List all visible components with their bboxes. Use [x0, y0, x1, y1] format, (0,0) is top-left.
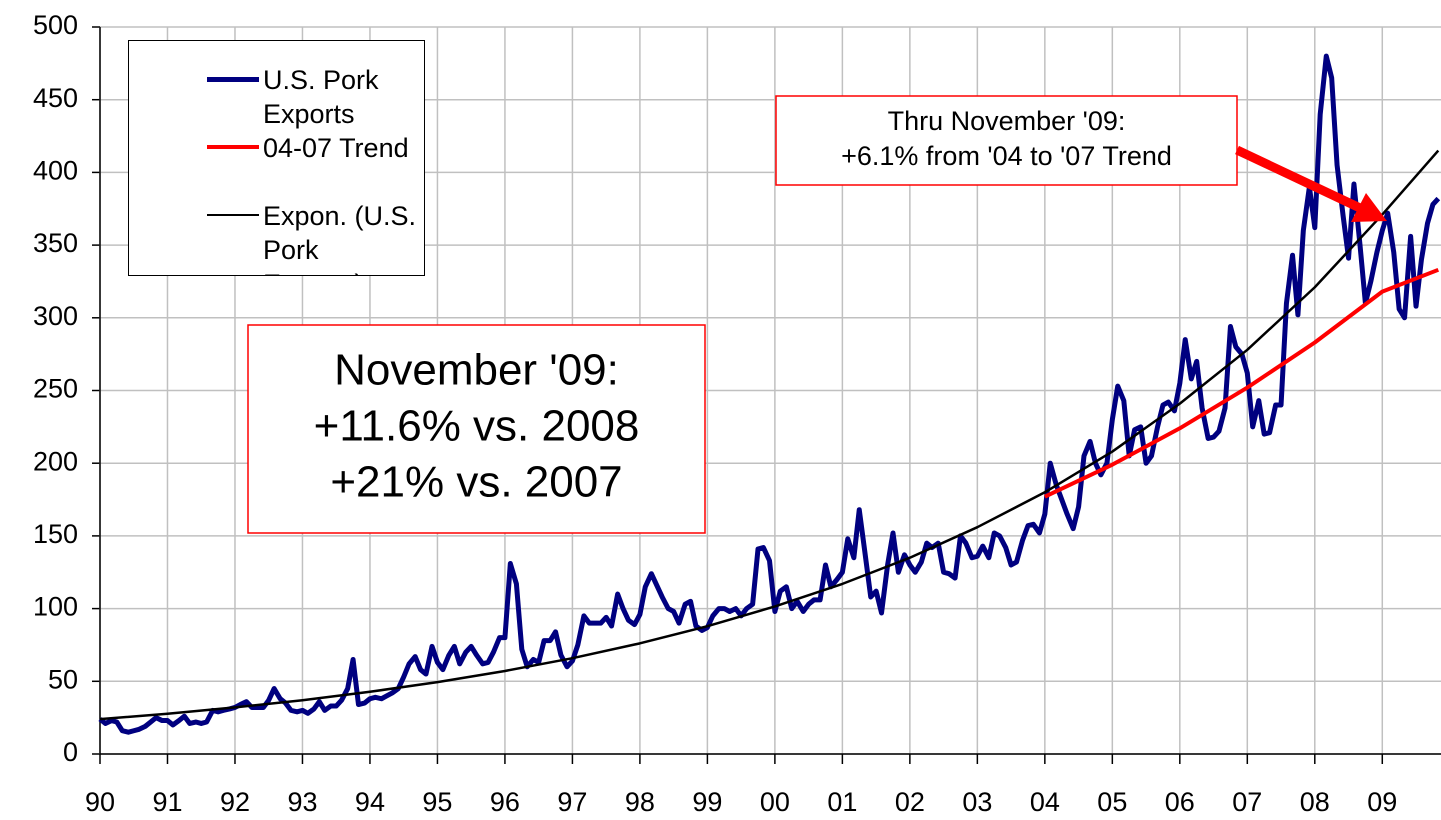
y-tick-label: 350 — [33, 228, 78, 258]
x-tick-label: 07 — [1232, 787, 1262, 817]
y-tick-label: 400 — [33, 156, 78, 186]
x-tick-label: 04 — [1030, 787, 1060, 817]
x-tick-label: 01 — [827, 787, 857, 817]
legend-entry: 04-07 Trend — [129, 131, 424, 199]
legend-label: U.S. Pork Exports — [263, 65, 379, 129]
legend-label: 04-07 Trend — [263, 133, 409, 163]
x-tick-label: 03 — [962, 787, 992, 817]
x-tick-label: 09 — [1367, 787, 1397, 817]
y-tick-label: 100 — [33, 592, 78, 622]
y-tick-label: 500 — [33, 10, 78, 40]
x-tick-label: 08 — [1300, 787, 1330, 817]
legend-swatch — [207, 76, 259, 82]
y-tick-label: 200 — [33, 446, 78, 476]
annotation-text: November '09: — [334, 346, 619, 395]
y-tick-label: 450 — [33, 83, 78, 113]
legend-label: Expon. (U.S. Pork Exports) — [263, 201, 417, 275]
annotation-text: +21% vs. 2007 — [330, 458, 622, 507]
y-tick-label: 250 — [33, 374, 78, 404]
x-tick-label: 91 — [152, 787, 182, 817]
legend-box: U.S. Pork Exports 04-07 Trend Expon. (U.S.… — [128, 40, 425, 276]
legend-entry: U.S. Pork Exports — [129, 63, 424, 131]
y-tick-label: 50 — [48, 664, 78, 694]
legend: U.S. Pork Exports 04-07 Trend Expon. (U.S.… — [128, 40, 425, 276]
x-tick-label: 95 — [422, 787, 452, 817]
annotation-box — [247, 324, 706, 534]
x-tick-label: 93 — [287, 787, 317, 817]
x-tick-label: 92 — [220, 787, 250, 817]
series-line — [99, 149, 1440, 721]
legend-swatch — [207, 213, 259, 217]
annotation-box — [775, 95, 1238, 186]
y-tick-label: 150 — [33, 519, 78, 549]
x-tick-label: 96 — [490, 787, 520, 817]
x-tick-label: 00 — [760, 787, 790, 817]
x-tick-label: 90 — [85, 787, 115, 817]
x-tick-label: 02 — [895, 787, 925, 817]
y-tick-label: 0 — [63, 737, 78, 767]
x-tick-label: 97 — [557, 787, 587, 817]
annotation-arrow — [1235, 145, 1362, 213]
annotation-text: Thru November '09: — [888, 106, 1126, 136]
legend-swatch — [207, 145, 259, 149]
x-tick-label: 99 — [692, 787, 722, 817]
series-line — [98, 53, 1441, 735]
annotation-text: +11.6% vs. 2008 — [314, 402, 640, 451]
x-tick-label: 05 — [1097, 787, 1127, 817]
x-tick-label: 94 — [355, 787, 385, 817]
annotation-text: +6.1% from '04 to '07 Trend — [841, 141, 1172, 171]
arrow-head — [1351, 193, 1387, 222]
x-tick-label: 06 — [1165, 787, 1195, 817]
y-tick-label: 300 — [33, 301, 78, 331]
series-line — [1043, 267, 1440, 499]
legend-entry: Expon. (U.S. Pork Exports) — [129, 199, 424, 275]
x-tick-label: 98 — [625, 787, 655, 817]
